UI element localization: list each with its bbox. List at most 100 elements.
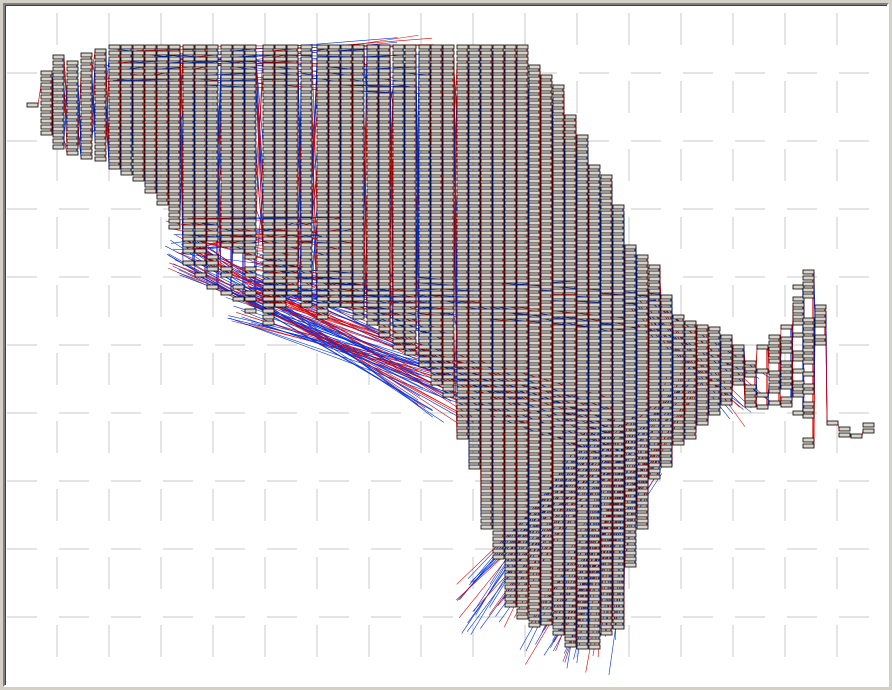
graph-node[interactable] (588, 560, 601, 566)
graph-node[interactable] (588, 566, 601, 572)
graph-node[interactable] (660, 318, 673, 324)
graph-node[interactable] (504, 398, 517, 404)
graph-node[interactable] (182, 146, 195, 152)
graph-node[interactable] (624, 322, 637, 328)
graph-node[interactable] (492, 62, 505, 68)
graph-node[interactable] (366, 254, 379, 260)
graph-node[interactable] (442, 260, 455, 266)
graph-node[interactable] (182, 230, 195, 236)
graph-node[interactable] (274, 92, 287, 98)
graph-node[interactable] (660, 300, 673, 306)
graph-node[interactable] (588, 578, 601, 584)
graph-node[interactable] (480, 158, 493, 164)
graph-node[interactable] (504, 314, 517, 320)
graph-node[interactable] (206, 134, 219, 140)
graph-node[interactable] (492, 386, 505, 392)
graph-node[interactable] (576, 146, 589, 152)
graph-node[interactable] (492, 218, 505, 224)
graph-node[interactable] (328, 266, 341, 272)
graph-node[interactable] (262, 74, 275, 80)
graph-node[interactable] (696, 336, 709, 342)
graph-node[interactable] (316, 140, 329, 146)
graph-node[interactable] (468, 428, 481, 434)
graph-node[interactable] (392, 254, 405, 260)
graph-node[interactable] (418, 302, 431, 308)
graph-node[interactable] (244, 110, 257, 116)
graph-node[interactable] (182, 50, 195, 56)
graph-node[interactable] (576, 260, 589, 266)
graph-node[interactable] (456, 50, 469, 56)
graph-node[interactable] (316, 278, 329, 284)
graph-node[interactable] (352, 182, 365, 188)
graph-node[interactable] (612, 306, 625, 312)
graph-node[interactable] (132, 170, 145, 176)
graph-node[interactable] (564, 480, 577, 486)
graph-node[interactable] (600, 444, 613, 450)
graph-node[interactable] (220, 50, 233, 56)
graph-node[interactable] (588, 278, 601, 284)
graph-node[interactable] (378, 218, 391, 224)
graph-node[interactable] (540, 548, 553, 554)
graph-node[interactable] (588, 242, 601, 248)
graph-node[interactable] (52, 114, 65, 120)
graph-node[interactable] (516, 554, 529, 560)
graph-node[interactable] (600, 624, 613, 630)
graph-node[interactable] (182, 86, 195, 92)
graph-node[interactable] (262, 236, 275, 242)
graph-node[interactable] (404, 164, 417, 170)
graph-node[interactable] (636, 512, 649, 518)
graph-node[interactable] (600, 618, 613, 624)
graph-node[interactable] (612, 510, 625, 516)
graph-node[interactable] (552, 114, 565, 120)
graph-node[interactable] (274, 128, 287, 134)
graph-node[interactable] (418, 308, 431, 314)
graph-node[interactable] (468, 446, 481, 452)
graph-node[interactable] (468, 464, 481, 470)
graph-node[interactable] (552, 120, 565, 126)
graph-node[interactable] (468, 146, 481, 152)
graph-node[interactable] (108, 146, 121, 152)
graph-node[interactable] (404, 68, 417, 74)
graph-node[interactable] (182, 188, 195, 194)
graph-node[interactable] (262, 290, 275, 296)
graph-node[interactable] (504, 116, 517, 122)
graph-node[interactable] (564, 384, 577, 390)
graph-node[interactable] (624, 340, 637, 346)
graph-node[interactable] (418, 338, 431, 344)
graph-node[interactable] (220, 158, 233, 164)
graph-node[interactable] (392, 80, 405, 86)
graph-node[interactable] (418, 266, 431, 272)
graph-node[interactable] (262, 68, 275, 74)
graph-node[interactable] (378, 146, 391, 152)
graph-node[interactable] (624, 292, 637, 298)
graph-node[interactable] (612, 366, 625, 372)
graph-node[interactable] (480, 266, 493, 272)
graph-node[interactable] (442, 242, 455, 248)
graph-node[interactable] (528, 586, 541, 592)
graph-node[interactable] (206, 254, 219, 260)
graph-node[interactable] (660, 372, 673, 378)
graph-node[interactable] (552, 612, 565, 618)
graph-node[interactable] (504, 374, 517, 380)
graph-node[interactable] (552, 558, 565, 564)
graph-node[interactable] (708, 362, 721, 368)
graph-node[interactable] (132, 164, 145, 170)
graph-node[interactable] (66, 114, 79, 120)
graph-node[interactable] (552, 426, 565, 432)
graph-node[interactable] (66, 138, 79, 144)
graph-node[interactable] (286, 224, 299, 230)
graph-node[interactable] (442, 50, 455, 56)
graph-node[interactable] (418, 170, 431, 176)
graph-node[interactable] (564, 402, 577, 408)
graph-node[interactable] (378, 248, 391, 254)
graph-node[interactable] (480, 50, 493, 56)
graph-node[interactable] (696, 378, 709, 384)
graph-node[interactable] (624, 376, 637, 382)
graph-node[interactable] (456, 98, 469, 104)
graph-node[interactable] (552, 168, 565, 174)
graph-node[interactable] (480, 374, 493, 380)
graph-node[interactable] (600, 324, 613, 330)
graph-node[interactable] (612, 294, 625, 300)
graph-node[interactable] (826, 420, 839, 426)
graph-node[interactable] (468, 212, 481, 218)
